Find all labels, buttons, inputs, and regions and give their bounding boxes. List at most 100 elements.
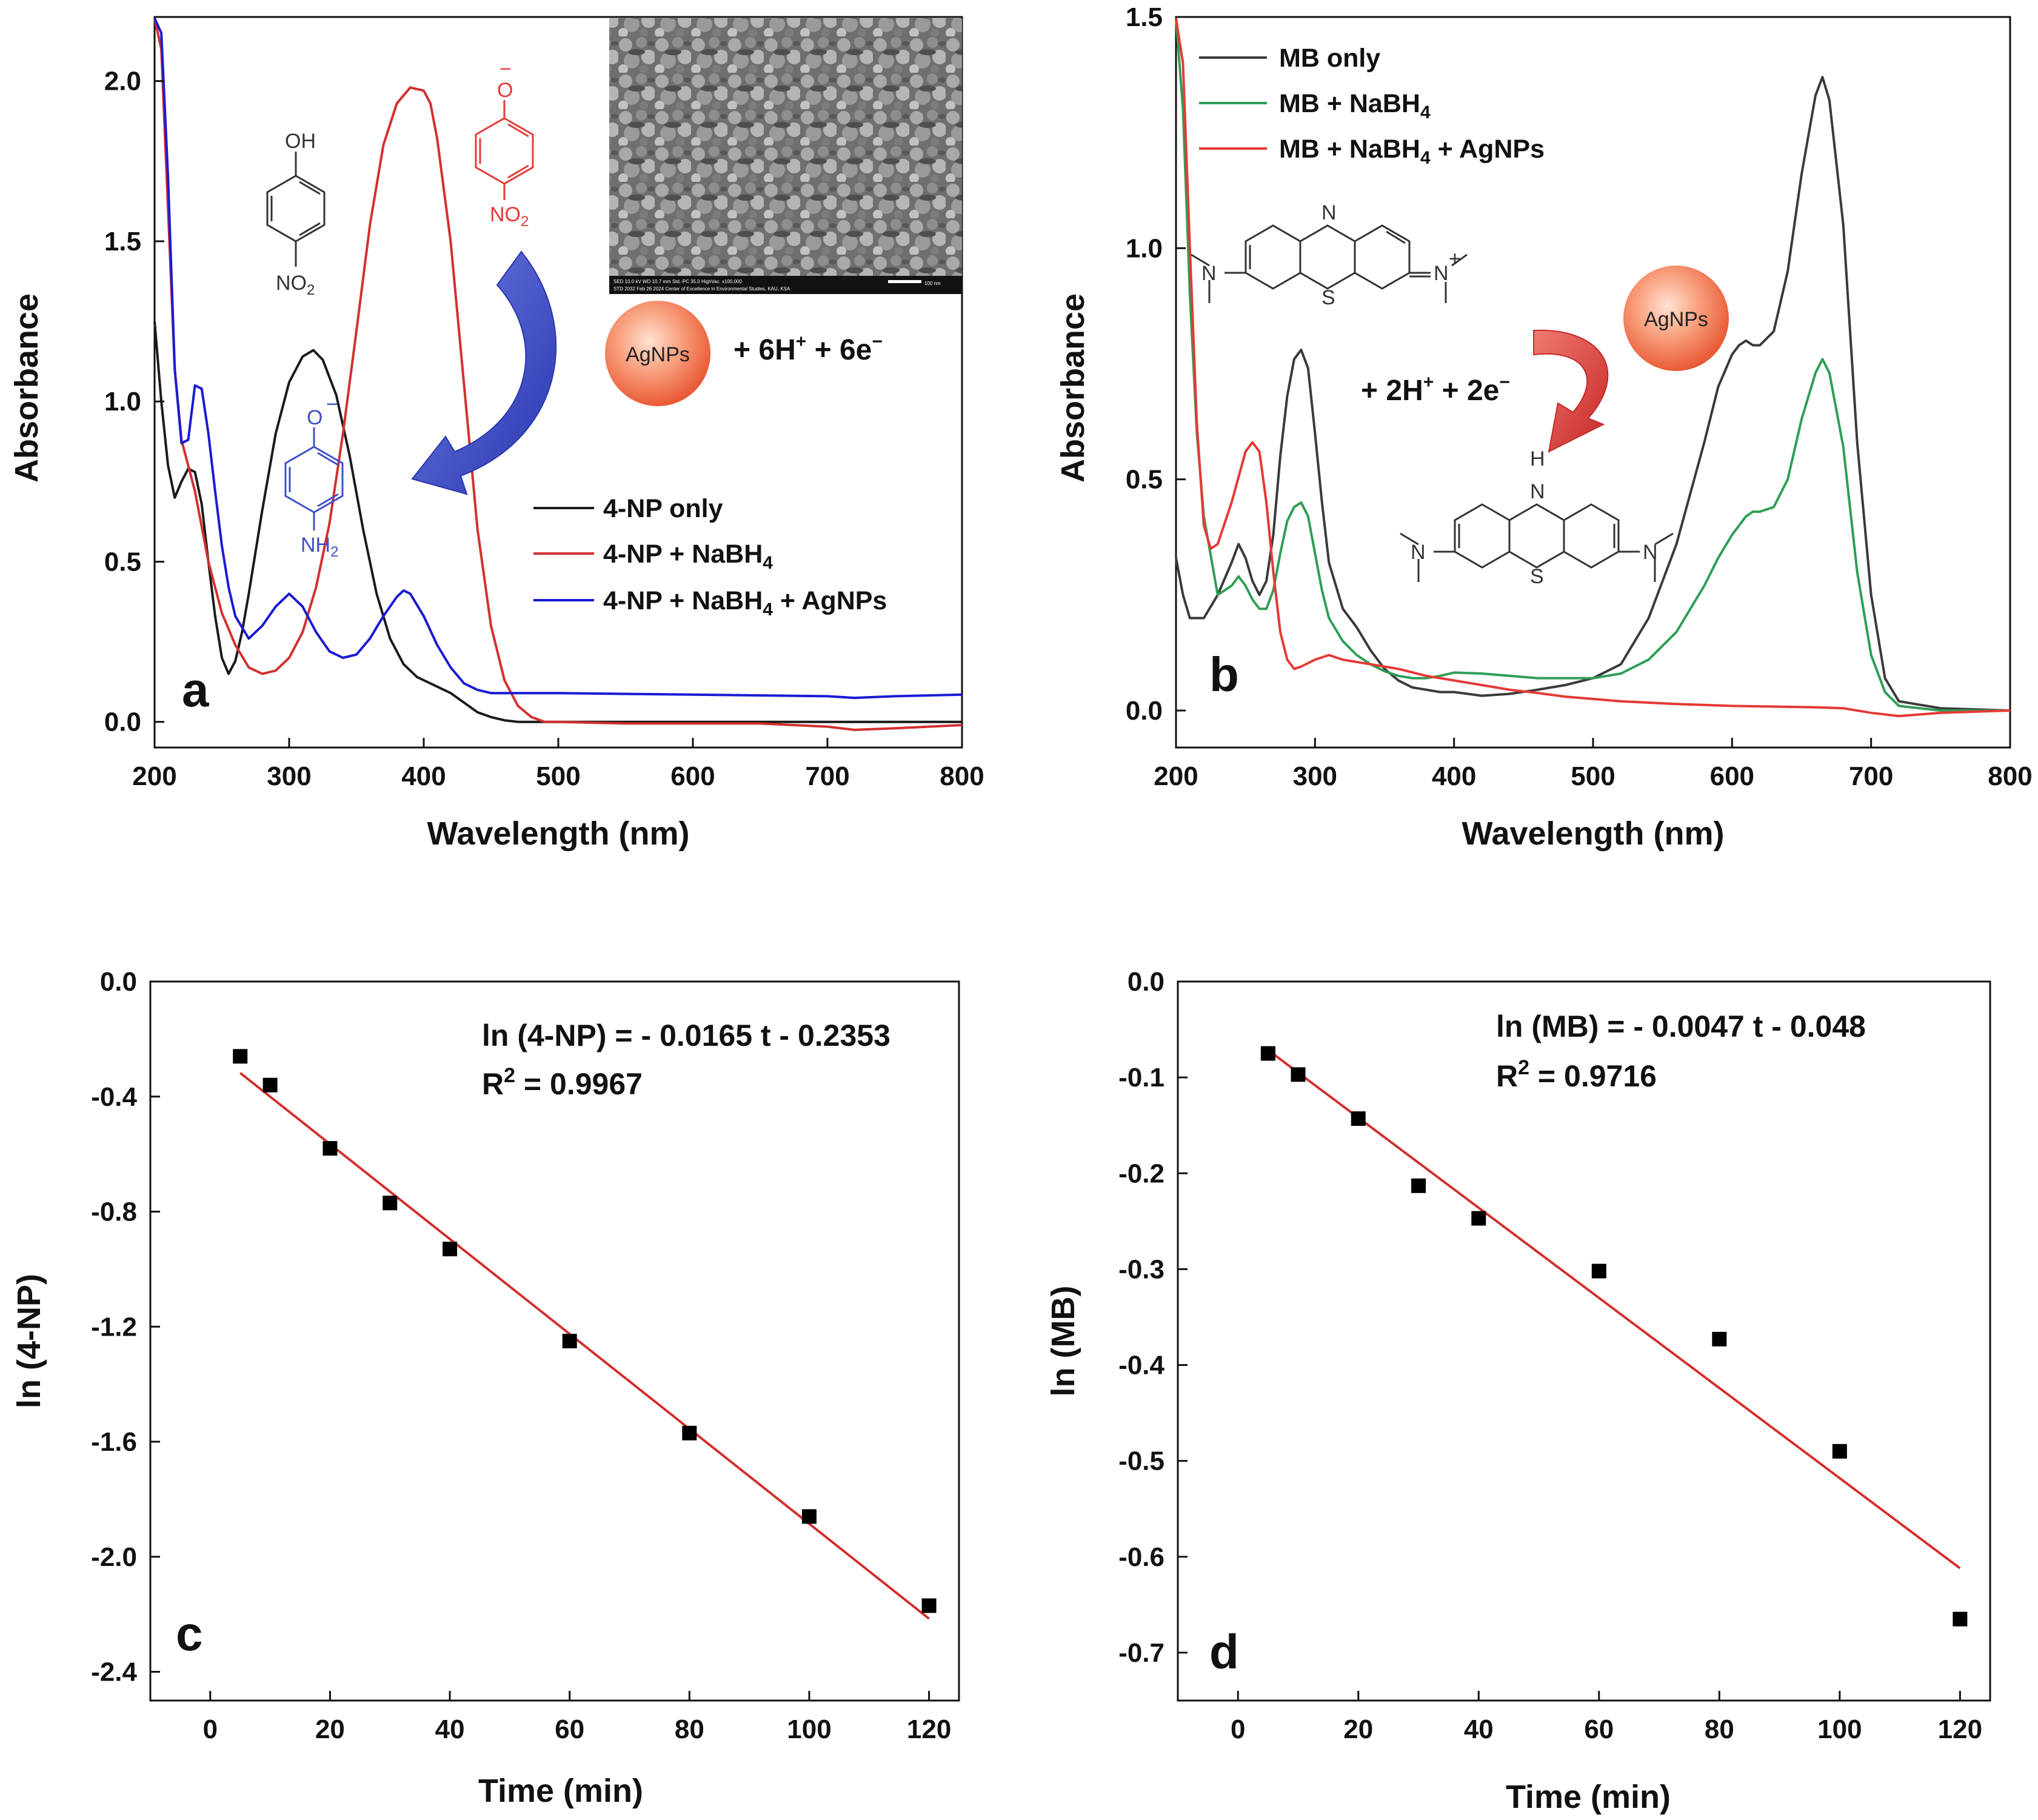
data-point — [801, 1509, 817, 1524]
leuco-n-left: N — [1411, 541, 1426, 564]
y-tick-label: -0.2 — [1118, 1159, 1164, 1188]
data-point — [1411, 1178, 1426, 1193]
y-tick-label: -1.2 — [91, 1312, 137, 1342]
data-point — [1351, 1111, 1366, 1126]
fit-line — [239, 1072, 930, 1620]
legend: 4-NP only 4-NP + NaBH4 4-NP + NaBH4 + Ag… — [533, 494, 887, 620]
x-tick-label: 80 — [1705, 1715, 1734, 1744]
x-tick-label: 700 — [1849, 761, 1893, 791]
mb-charge: + — [1449, 247, 1461, 270]
data-point — [1591, 1263, 1606, 1279]
y-axis-ticks: 0.0 -0.1 -0.2 -0.3 -0.4 -0.5 -0.6 -0.7 — [1118, 967, 1188, 1668]
x-tick-label: 120 — [907, 1715, 951, 1744]
fit-equation: ln (4-NP) = - 0.0165 t - 0.2353 — [482, 1019, 890, 1052]
panel-letter: d — [1209, 1625, 1239, 1679]
sem-caption-1: SED 10.0 kV WD 10.7 mm Std.-PC 35.0 High… — [613, 279, 743, 284]
x-tick-label: 20 — [315, 1715, 345, 1744]
x-tick-label: 400 — [401, 761, 446, 791]
y-tick-label: -0.3 — [1118, 1254, 1164, 1284]
legend-label-mb-nabh4: MB + NaBH4 — [1279, 89, 1431, 122]
x-tick-label: 60 — [555, 1715, 584, 1744]
reduction-arrow — [1533, 329, 1609, 453]
points-group — [233, 1049, 937, 1613]
x-axis-ticks: 0 20 40 60 80 100 120 — [1231, 1691, 1982, 1744]
y-tick-label: 0.0 — [104, 708, 141, 737]
y-tick-label: -0.4 — [1118, 1351, 1164, 1380]
fit-equation: ln (MB) = - 0.0047 t - 0.048 — [1496, 1009, 1866, 1043]
4-aminophenolate-nh2: NH2 — [301, 534, 338, 560]
legend-label-4np-nabh4-agnps: 4-NP + NaBH4 + AgNPs — [603, 586, 887, 620]
x-tick-label: 60 — [1584, 1715, 1614, 1744]
x-axis-ticks: 0 20 40 60 80 100 120 — [203, 1691, 951, 1744]
x-axis-ticks: 200 300 400 500 600 700 800 — [132, 738, 984, 791]
series-line — [1175, 76, 2011, 712]
x-tick-label: 600 — [670, 761, 715, 791]
y-axis-label: Absorbance — [8, 293, 45, 483]
y-axis-label: ln (4-NP) — [11, 1274, 47, 1408]
data-point — [262, 1077, 278, 1092]
x-axis-label: Wavelength (nm) — [1462, 815, 1724, 852]
leuco-ring-n: N — [1530, 480, 1545, 503]
y-axis-ticks: 0.0 -0.4 -0.8 -1.2 -1.6 -2.0 -2.4 — [91, 967, 160, 1687]
series-group — [1175, 18, 2011, 718]
y-tick-label: 0.0 — [1128, 967, 1164, 997]
x-tick-label: 0 — [203, 1715, 218, 1744]
4-nitrophenolate-charge: − — [499, 58, 512, 81]
x-tick-label: 500 — [536, 761, 580, 791]
mb-ring-s: S — [1321, 286, 1335, 309]
legend-label-4np-nabh4: 4-NP + NaBH4 — [603, 540, 773, 573]
panel-b: 200 300 400 500 600 700 800 0.0 0.5 1.0 1.5 Wavel… — [1055, 2, 2033, 852]
agnps-sphere — [1623, 266, 1729, 371]
y-tick-label: 2.0 — [104, 67, 141, 96]
4-aminophenolate-o: O — [307, 406, 322, 429]
4-nitrophenol-structure — [266, 152, 326, 267]
y-tick-label: -0.1 — [1118, 1063, 1164, 1092]
fit-line — [1267, 1049, 1961, 1570]
data-point — [233, 1049, 248, 1064]
legend: MB only MB + NaBH4 MB + NaBH4 + AgNPs — [1199, 44, 1545, 168]
4-aminophenolate-structure — [284, 427, 344, 530]
4-nitrophenolate-no2: NO2 — [490, 203, 529, 230]
plot-frame — [1177, 980, 1991, 1702]
x-tick-label: 200 — [132, 761, 176, 791]
y-tick-label: 1.5 — [104, 227, 141, 256]
panel-d: 0 20 40 60 80 100 120 0.0 -0.1 -0.2 -0.3 -0.4 -0.5 -… — [1045, 967, 1991, 1815]
mb-ring-n: N — [1321, 201, 1337, 224]
y-axis-label: ln (MB) — [1045, 1286, 1081, 1397]
y-tick-label: 1.0 — [1126, 233, 1163, 263]
data-point — [1471, 1211, 1486, 1226]
x-axis-ticks: 200 300 400 500 600 700 800 — [1154, 738, 2033, 791]
4-nitrophenolate-o: O — [497, 79, 513, 102]
data-point — [562, 1334, 577, 1348]
data-point — [1832, 1444, 1847, 1459]
y-axis-label: Absorbance — [1055, 293, 1091, 483]
x-tick-label: 500 — [1571, 761, 1615, 791]
data-point — [921, 1598, 937, 1613]
x-tick-label: 100 — [787, 1715, 831, 1744]
x-tick-label: 40 — [1464, 1715, 1494, 1744]
leuco-methylene-blue-structure — [1400, 503, 1674, 582]
agnps-label: AgNPs — [1644, 308, 1708, 331]
x-tick-label: 0 — [1231, 1715, 1245, 1744]
4-nitrophenol-no2: NO2 — [276, 272, 315, 298]
data-point — [383, 1196, 398, 1211]
agnps-sphere — [605, 301, 710, 406]
series-line — [1175, 18, 2011, 718]
reaction-electrons-a: + 6H+ + 6e− — [733, 332, 883, 366]
data-point — [443, 1242, 458, 1257]
panel-a: 200 300 400 500 600 700 800 0.0 0.5 1.0 1.5 2.0 Wa… — [8, 16, 984, 852]
4-aminophenolate-charge: − — [326, 393, 338, 416]
agnps-label: AgNPs — [626, 343, 690, 366]
series-line — [153, 18, 963, 700]
x-tick-label: 80 — [675, 1715, 704, 1744]
y-tick-label: 0.5 — [1126, 465, 1163, 495]
y-tick-label: -2.4 — [91, 1658, 137, 1687]
4-nitrophenol-oh: OH — [285, 130, 316, 153]
reduction-arrow — [411, 250, 557, 495]
legend-label-4np-only: 4-NP only — [603, 494, 723, 523]
x-tick-label: 300 — [1293, 761, 1337, 791]
mb-n-right: N — [1434, 262, 1449, 285]
y-tick-label: -0.6 — [1118, 1542, 1164, 1572]
methylene-blue-structure — [1191, 224, 1468, 303]
